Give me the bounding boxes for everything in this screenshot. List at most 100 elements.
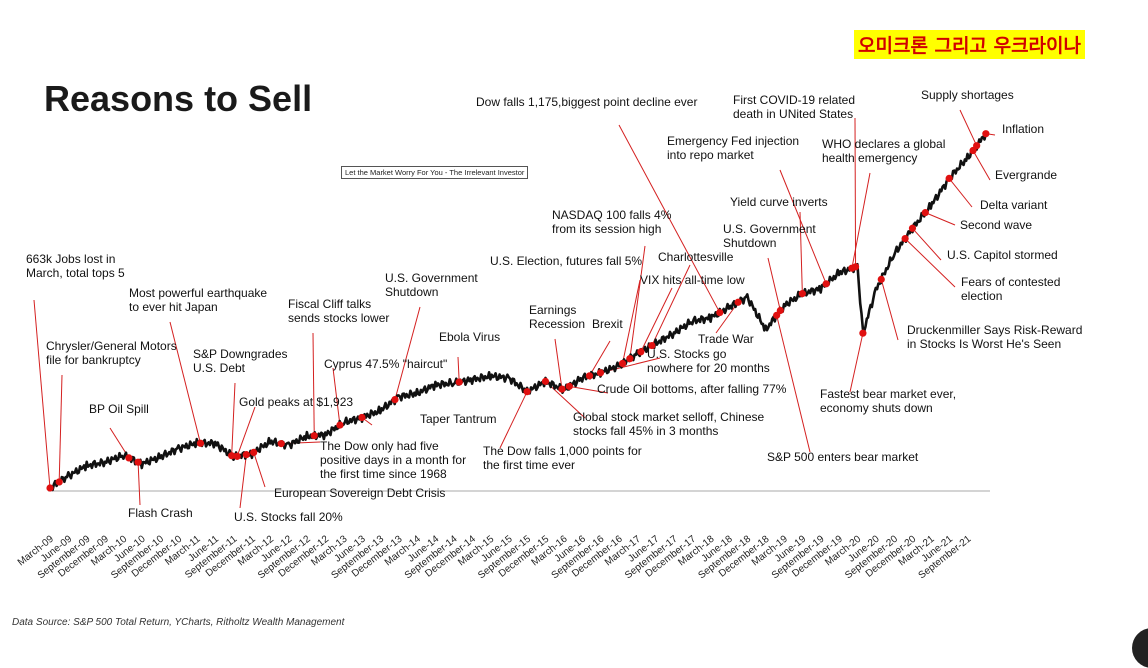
event-marker [773,311,781,319]
event-marker [901,235,909,243]
annotation-leader [169,321,201,444]
event-annotation: Druckenmiller Says Risk-Reward in Stocks … [907,323,1082,351]
annotation-leader [618,124,721,313]
event-marker [125,454,133,462]
price-line [48,133,988,492]
event-marker [648,341,656,350]
annotation-leader [545,380,586,419]
event-annotation: Crude Oil bottoms, after falling 77% [597,382,787,396]
event-annotation: Ebola Virus [439,330,500,344]
event-annotation: U.S. Government Shutdown [385,271,478,299]
annotation-leader [554,338,563,390]
event-annotation: Inflation [1002,122,1044,136]
event-marker [945,174,953,182]
annotation-leader [651,264,691,346]
annotation-leader [849,333,864,393]
annotation-leader [925,212,956,226]
event-annotation: Gold peaks at $1,923 [239,395,353,409]
event-annotation: Yield curve inverts [730,195,828,209]
event-annotation: 663k Jobs lost in March, total tops 5 [26,252,125,280]
event-annotation: U.S. Government Shutdown [723,222,816,250]
event-marker [596,369,605,377]
event-annotation: First COVID-19 related death in UNited St… [733,93,855,121]
event-marker [523,388,531,396]
annotation-leader [767,257,781,311]
annotation-leader [912,227,942,261]
event-annotation: S&P 500 enters bear market [767,450,919,464]
event-marker [859,329,867,337]
event-marker [637,348,645,356]
annotation-leader [253,452,266,488]
event-marker [848,264,856,272]
annotation-leader [137,462,141,506]
event-annotation: Delta variant [980,198,1048,212]
annotation-leader [569,385,609,394]
annotation-leader [312,332,315,436]
annotation-leader [779,169,827,285]
event-marker [336,421,344,429]
event-annotation: Supply shortages [921,88,1014,102]
event-marker [973,142,981,150]
annotation-leader [58,374,63,482]
event-annotation: Chrysler/General Motors file for bankrupt… [46,339,177,367]
korean-banner: 오미크론 그리고 우크라이나 [854,30,1085,59]
tagline-box: Let the Market Worry For You - The Irrel… [341,166,529,179]
event-marker [798,290,806,298]
event-annotation: Fiscal Cliff talks sends stocks lower [288,297,389,325]
event-annotation: Second wave [960,218,1032,232]
event-marker [877,275,885,283]
event-annotation: Charlottesville [658,250,734,264]
annotation-leader [600,357,661,374]
event-annotation: Trade War [698,332,754,346]
event-annotation: S&P Downgrades U.S. Debt [193,347,288,375]
annotation-leader [854,117,857,267]
annotation-leader [239,454,247,509]
annotation-leader [776,315,811,453]
event-annotation: Taper Tantrum [420,412,496,426]
annotation-leader [904,238,956,288]
event-annotation: Dow falls 1,175,biggest point decline ev… [476,95,697,109]
annotation-leader [959,109,978,146]
annotation-leader [851,172,871,269]
event-marker [565,382,573,390]
event-marker [242,451,250,459]
event-annotation: U.S. Stocks fall 20% [234,510,343,524]
event-marker [277,440,285,448]
event-annotation: Earnings Recession [529,303,585,331]
annotation-leader [972,150,991,181]
event-marker [618,359,627,368]
data-source: Data Source: S&P 500 Total Return, YChar… [12,617,345,628]
event-annotation: NASDAQ 100 falls 4% from its session high [552,208,672,236]
event-annotation: The Dow only had five positive days in a … [320,439,466,481]
event-annotation: Flash Crash [128,506,193,520]
event-annotation: Brexit [592,317,623,331]
annotation-leader [799,211,803,294]
event-marker [310,432,318,440]
event-marker [921,209,929,217]
event-marker [541,377,550,385]
annotation-leader [499,391,528,449]
event-marker [46,484,54,492]
event-marker [734,298,742,306]
event-marker [55,478,63,486]
event-annotation: VIX hits all-time low [640,273,745,287]
event-marker [228,452,236,460]
event-marker [982,130,990,138]
event-annotation: Fears of contested election [961,275,1060,303]
event-annotation: U.S. Election, futures fall 5% [490,254,642,268]
annotation-leader [589,340,611,377]
page-title: Reasons to Sell [44,78,313,119]
annotation-leader [457,356,460,383]
annotation-leader [880,279,899,341]
annotation-leader [231,382,236,456]
corner-badge [1132,628,1148,668]
event-annotation: U.S. Capitol stormed [947,248,1058,262]
event-annotation: Global stock market selloff, Chinese stoc… [573,410,765,438]
event-marker [585,372,594,380]
event-marker [558,385,566,393]
event-marker [822,280,830,288]
event-marker [196,439,205,447]
event-marker [134,458,142,466]
event-annotation: European Sovereign Debt Crisis [274,486,445,500]
